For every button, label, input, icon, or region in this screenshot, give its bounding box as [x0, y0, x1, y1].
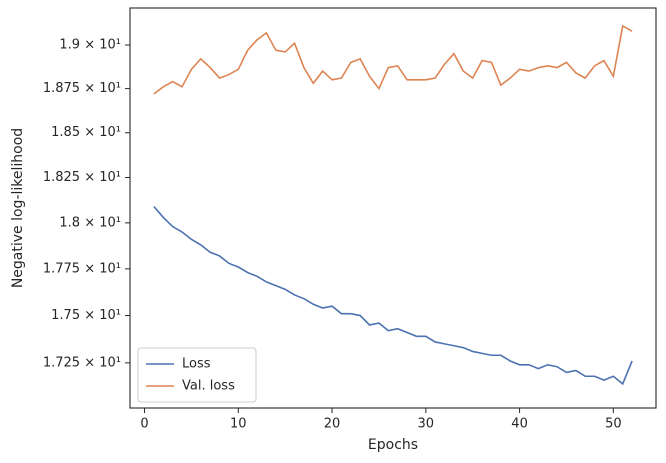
y-tick-label: 1.8 × 10¹: [59, 215, 121, 230]
x-axis-label: Epochs: [368, 437, 418, 453]
legend: Loss Val. loss: [137, 347, 257, 403]
y-tick-label: 1.875 × 10¹: [43, 81, 121, 96]
series-line: [153, 24, 633, 95]
x-tick-label: 10: [230, 417, 247, 432]
legend-label: Loss: [182, 357, 211, 372]
x-tick-label: 30: [418, 417, 435, 432]
legend-label: Val. loss: [182, 379, 235, 394]
y-tick-label: 1.85 × 10¹: [51, 125, 121, 140]
y-tick-label: 1.9 × 10¹: [59, 38, 121, 53]
x-tick-label: 50: [605, 417, 622, 432]
y-tick-label: 1.725 × 10¹: [43, 355, 121, 370]
x-tick-label: 0: [140, 417, 148, 432]
y-axis-label: Negative log-likelihood: [10, 128, 26, 288]
series-line: [153, 205, 633, 386]
legend-box: [137, 347, 257, 403]
x-tick-label: 20: [324, 417, 341, 432]
y-tick-label: 1.775 × 10¹: [43, 261, 121, 276]
plot-frame: [129, 7, 657, 409]
y-tick-label: 1.75 × 10¹: [51, 308, 121, 323]
y-tick-label: 1.825 × 10¹: [43, 170, 121, 185]
x-tick-label: 40: [511, 417, 528, 432]
